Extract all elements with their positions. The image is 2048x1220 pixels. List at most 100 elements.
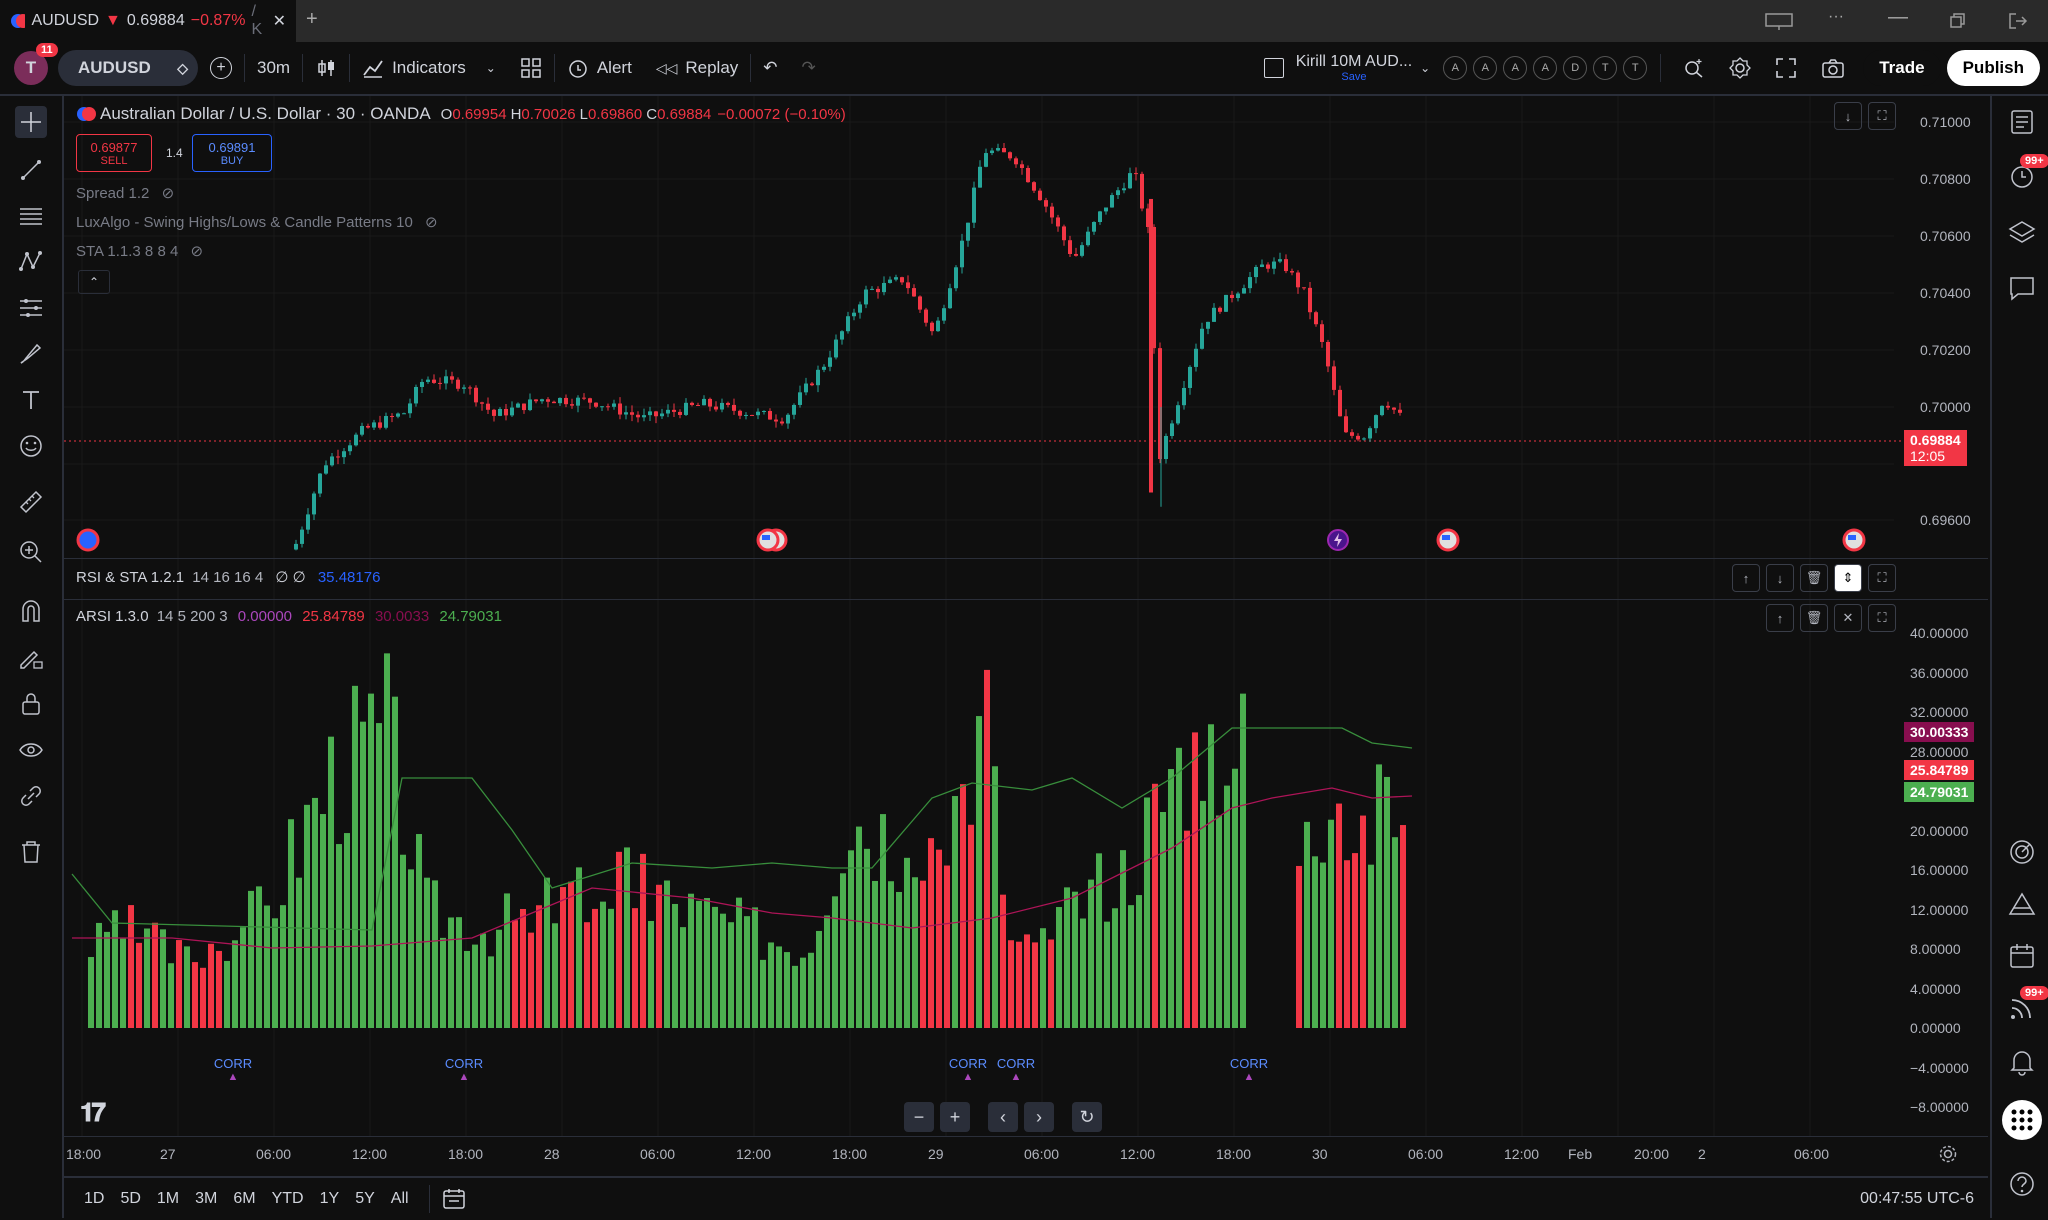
object-tree-button[interactable]: [2006, 216, 2038, 248]
rsi-expand-button[interactable]: ⇕: [1834, 564, 1862, 592]
publish-button[interactable]: Publish: [1946, 50, 2040, 86]
range-6m[interactable]: 6M: [233, 1190, 256, 1207]
rsi-maximize-button[interactable]: ⛶: [1868, 564, 1896, 592]
chart-area[interactable]: Australian Dollar / U.S. Dollar · 30 · O…: [64, 96, 1988, 1174]
main-pane-maximize-button[interactable]: ⛶: [1868, 102, 1896, 130]
fullscreen-button[interactable]: [1763, 42, 1809, 94]
quick-search-button[interactable]: [1671, 42, 1717, 94]
news-button[interactable]: 99+: [2006, 986, 2048, 1024]
tradingview-logo-icon[interactable]: 𝟏𝟕: [80, 1098, 106, 1128]
pane-divider[interactable]: [64, 558, 1988, 559]
legend-spread[interactable]: Spread 1.2 ⊘: [76, 184, 174, 202]
restore-icon[interactable]: [1950, 13, 1966, 29]
stay-drawing-tool[interactable]: [15, 642, 47, 674]
templates-button[interactable]: [508, 42, 554, 94]
rsi-legend[interactable]: RSI & STA 1.2.1 14 16 16 4 ∅ ∅ 35.48176: [76, 568, 380, 586]
chart-canvas[interactable]: [64, 96, 1988, 1174]
us-event-flag-icon[interactable]: [1842, 528, 1866, 552]
chart-type-button[interactable]: [303, 42, 349, 94]
eye-off-icon[interactable]: ⊘: [190, 243, 204, 260]
minimize-icon[interactable]: —: [1888, 6, 1908, 28]
screener-button[interactable]: [2006, 836, 2038, 868]
link-tool[interactable]: [15, 780, 47, 812]
chevron-down-icon[interactable]: ⌄: [1420, 61, 1431, 75]
buy-button[interactable]: 0.69891 BUY: [192, 134, 272, 172]
zoom-out-button[interactable]: −: [904, 1102, 934, 1132]
redo-button[interactable]: ↷: [790, 42, 828, 94]
remove-tool[interactable]: [15, 836, 47, 868]
apps-button[interactable]: [2002, 1100, 2042, 1140]
sell-button[interactable]: 0.69877 SELL: [76, 134, 152, 172]
lock-tool[interactable]: [15, 688, 47, 720]
range-1d[interactable]: 1D: [84, 1190, 105, 1207]
scroll-left-button[interactable]: ‹: [988, 1102, 1018, 1132]
trend-line-tool[interactable]: [15, 154, 47, 186]
symbol-search[interactable]: AUDUSD ◇: [58, 50, 198, 86]
zoom-in-button[interactable]: +: [940, 1102, 970, 1132]
snapshot-button[interactable]: [1809, 42, 1857, 94]
range-5y[interactable]: 5Y: [355, 1190, 375, 1207]
us-event-flag-icon[interactable]: [756, 528, 788, 552]
replay-button[interactable]: ◁◁ Replay: [644, 42, 750, 94]
emoji-tool[interactable]: [15, 430, 47, 462]
eye-off-icon[interactable]: ⊘: [425, 214, 438, 231]
range-all[interactable]: All: [390, 1190, 409, 1207]
axis-settings-gear-icon[interactable]: [1938, 1144, 1958, 1164]
reset-chart-button[interactable]: ↻: [1072, 1102, 1102, 1132]
alerts-button[interactable]: 99+: [2006, 154, 2048, 192]
interval-button[interactable]: 30m: [245, 42, 302, 94]
range-1m[interactable]: 1M: [156, 1190, 180, 1207]
watchlist-button[interactable]: [2006, 106, 2038, 138]
zoom-tool[interactable]: [15, 536, 47, 568]
chart-title[interactable]: Australian Dollar / U.S. Dollar · 30 · O…: [100, 104, 431, 123]
browser-tab[interactable]: AUDUSD ▼ 0.69884 −0.87% / K ✕: [0, 0, 296, 42]
eye-off-icon[interactable]: ⊘: [161, 185, 175, 202]
scroll-right-button[interactable]: ›: [1024, 1102, 1054, 1132]
undo-button[interactable]: ↶: [751, 42, 789, 94]
rsi-delete-button[interactable]: 🗑: [1800, 564, 1828, 592]
settings-button[interactable]: [1717, 42, 1763, 94]
crosshair-tool[interactable]: [15, 106, 47, 138]
au-event-flag-icon[interactable]: [76, 528, 100, 552]
trade-button[interactable]: Trade: [1863, 50, 1941, 86]
arsi-legend[interactable]: ARSI 1.3.0 14 5 200 3 0.00000 25.84789 3…: [76, 608, 502, 625]
help-button[interactable]: [2006, 1168, 2038, 1200]
legend-luxalgo[interactable]: LuxAlgo - Swing Highs/Lows & Candle Patt…: [76, 213, 438, 231]
rsi-move-up-button[interactable]: ↑: [1732, 564, 1760, 592]
magnet-tool[interactable]: [15, 596, 47, 628]
pane-divider[interactable]: [64, 599, 1988, 600]
fib-tool[interactable]: [15, 200, 47, 232]
arsi-maximize-button[interactable]: ⛶: [1868, 604, 1896, 632]
range-ytd[interactable]: YTD: [271, 1190, 304, 1207]
account-circle[interactable]: A: [1443, 56, 1468, 80]
main-pane-down-button[interactable]: ↓: [1834, 102, 1862, 130]
account-circle[interactable]: D: [1563, 56, 1588, 80]
chats-button[interactable]: [2006, 272, 2038, 304]
range-5d[interactable]: 5D: [120, 1190, 141, 1207]
date-range-icon[interactable]: [442, 1188, 466, 1210]
indicators-button[interactable]: Indicators ⌄: [350, 42, 508, 94]
arsi-collapse-button[interactable]: ✕: [1834, 604, 1862, 632]
rsi-move-down-button[interactable]: ↓: [1766, 564, 1794, 592]
clock-text[interactable]: 00:47:55 UTC-6: [1860, 1190, 1974, 1207]
ruler-tool[interactable]: [15, 486, 47, 518]
brush-tool[interactable]: [15, 338, 47, 370]
close-tab-icon[interactable]: ✕: [272, 13, 286, 30]
new-tab-icon[interactable]: +: [306, 8, 318, 30]
layout-window-icon[interactable]: [1764, 11, 1794, 31]
chevron-down-icon[interactable]: ⌄: [485, 61, 496, 75]
prediction-tool[interactable]: [15, 292, 47, 324]
layout-name[interactable]: Kirill 10M AUD... Save: [1296, 53, 1412, 83]
range-3m[interactable]: 3M: [195, 1190, 218, 1207]
account-circle[interactable]: T: [1593, 56, 1618, 80]
account-circle[interactable]: A: [1533, 56, 1558, 80]
arsi-move-up-button[interactable]: ↑: [1766, 604, 1794, 632]
hide-tool[interactable]: [15, 734, 47, 766]
lightning-event-icon[interactable]: [1326, 528, 1350, 552]
arsi-delete-button[interactable]: 🗑: [1800, 604, 1828, 632]
user-avatar[interactable]: T 11: [14, 43, 58, 85]
more-dots-icon[interactable]: ···: [1828, 8, 1844, 25]
notifications-button[interactable]: [2006, 1046, 2038, 1078]
text-tool[interactable]: [15, 384, 47, 416]
layout-checkbox[interactable]: [1252, 42, 1296, 94]
